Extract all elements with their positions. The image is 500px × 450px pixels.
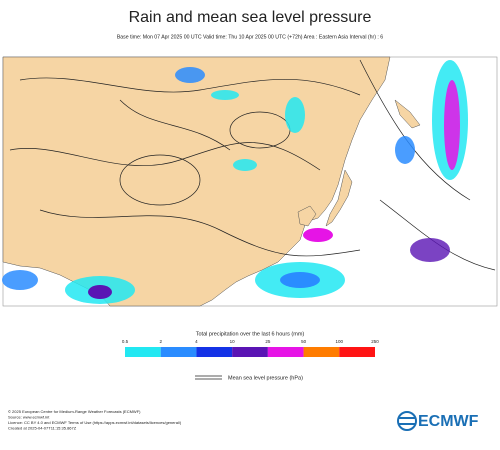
colorbar-tick-label: 0.5 (122, 339, 129, 344)
colorbar-segment (196, 347, 233, 357)
isobar-label: Mean sea level pressure (hPa) (228, 375, 303, 381)
colorbar-segment (232, 347, 268, 357)
title: Rain and mean sea level pressure (129, 9, 372, 26)
colorbar-tick-label: 10 (230, 339, 236, 344)
legend-title: Total precipitation over the last 6 hour… (196, 331, 305, 337)
colorbar-segment (267, 347, 304, 357)
colorbar-tick-label: 50 (301, 339, 307, 344)
colorbar-tick-label: 4 (195, 339, 198, 344)
colorbar-segment (160, 347, 197, 357)
isobars (9, 59, 496, 271)
colorbar-tick-label: 2 (159, 339, 162, 344)
colorbar-tick-label: 100 (336, 339, 344, 344)
colorbar-segment (339, 347, 375, 357)
korea (297, 205, 317, 227)
colorbar-segment (303, 347, 340, 357)
colorbar-segment (125, 347, 161, 357)
colorbar: 0.5 2 4 10 25 50 100 250 (122, 339, 379, 357)
logo-text: ECMWF (418, 413, 479, 430)
footer-line: Licence: CC BY 4.0 and ECMWF Terms of Us… (8, 420, 182, 425)
map (2, 56, 498, 307)
footer-line: Source: www.ecmwf.int (8, 415, 50, 420)
colorbar-tick-label: 250 (371, 339, 379, 344)
footer-line: Created at 2025-04-07T11:15:35.867Z (8, 426, 77, 431)
footer: © 2025 European Centre for Medium-Range … (8, 409, 182, 431)
logo: ECMWF (397, 411, 479, 431)
precipitation (2, 60, 468, 304)
japan (325, 169, 353, 227)
footer-line: © 2025 European Centre for Medium-Range … (8, 409, 141, 414)
subtitle: Base time: Mon 07 Apr 2025 00 UTC Valid … (117, 34, 383, 40)
colorbar-tick-label: 25 (265, 339, 271, 344)
kamchatka (394, 99, 421, 129)
